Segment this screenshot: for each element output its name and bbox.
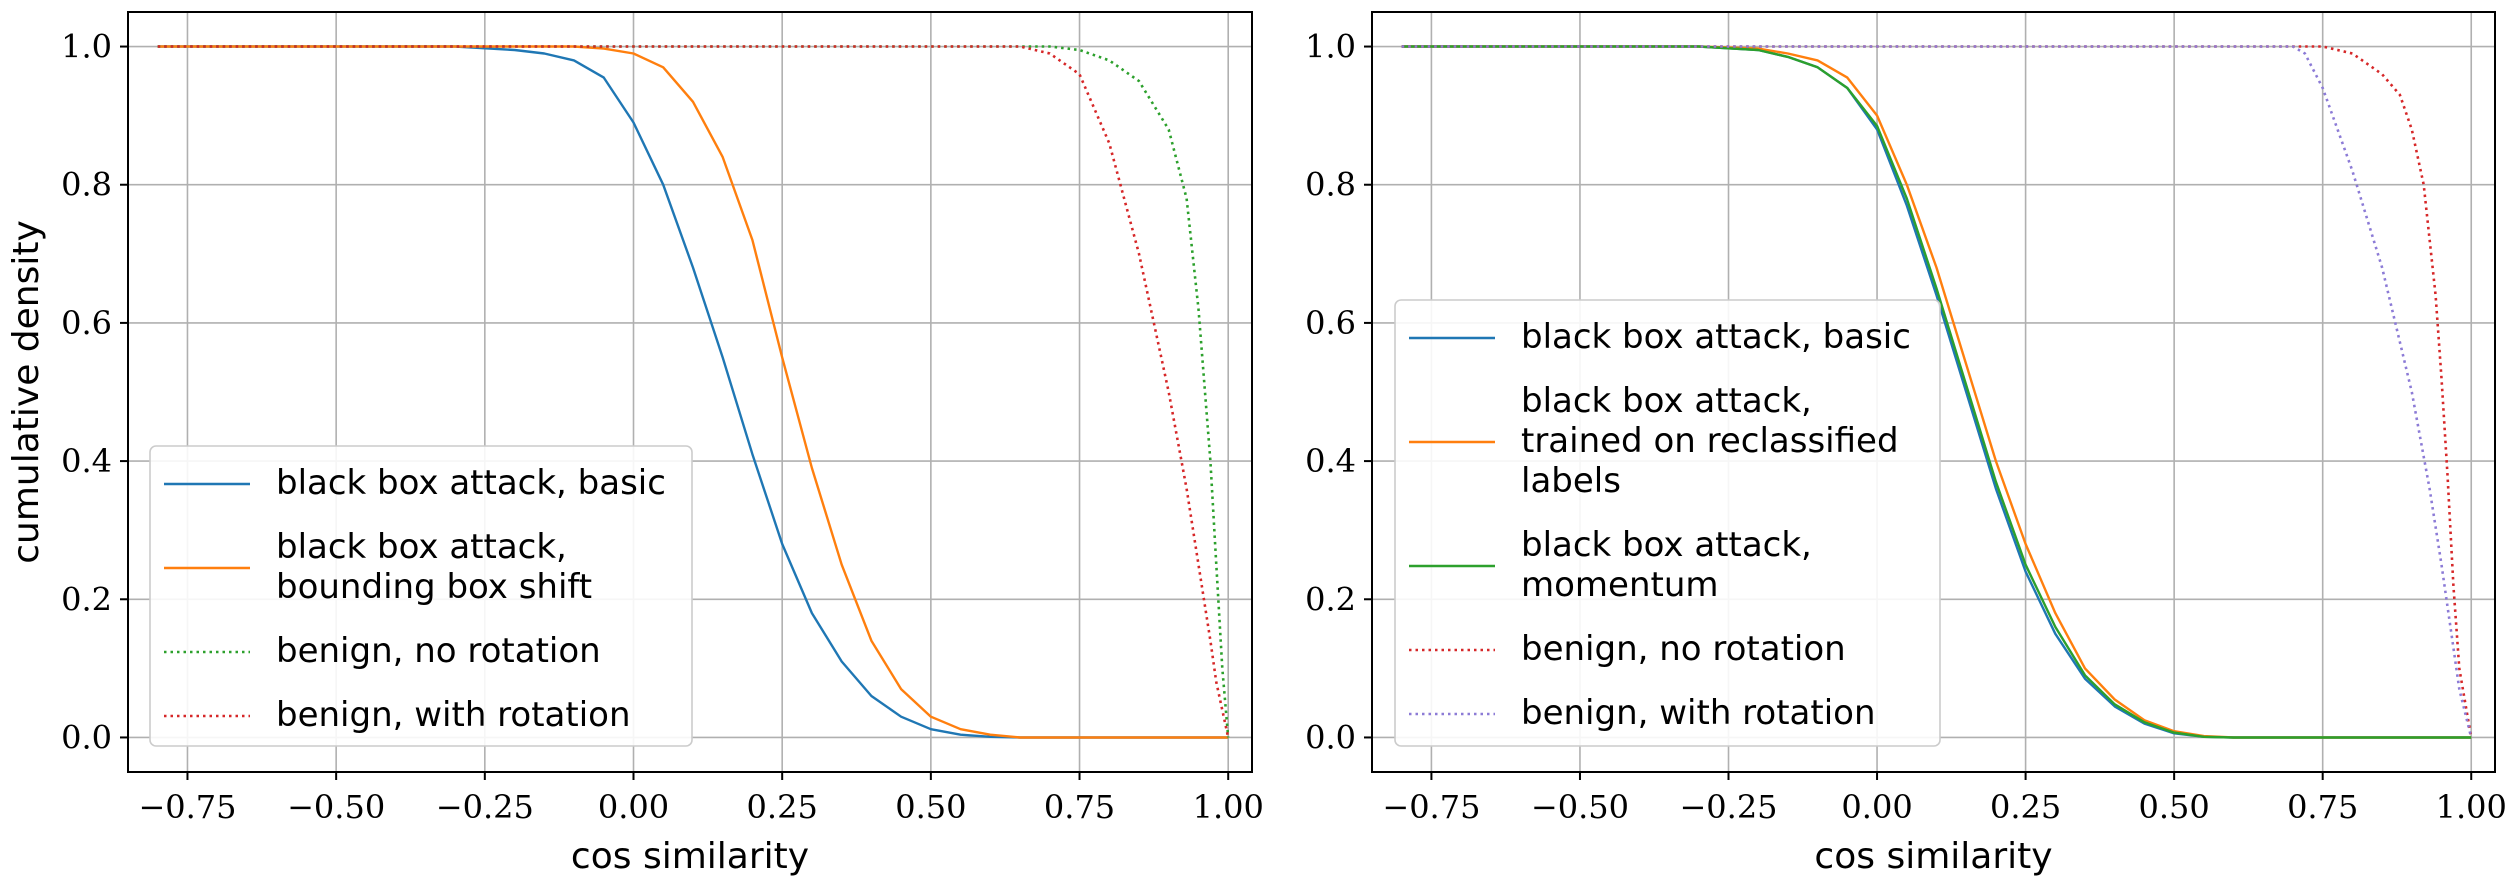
- left-chart-panel: −0.75 −0.50 −0.25 0.00 0.25 0.50 0.75 1.00 0.0 0.…: [6, 11, 1264, 877]
- x-tick-label: −0.25: [436, 788, 534, 826]
- x-tick-label: 0.00: [1841, 788, 1912, 826]
- series-line-1: [157, 45, 1229, 739]
- x-tick-label: 0.00: [598, 788, 669, 826]
- legend-label: black box attack, bounding box shift: [276, 527, 592, 607]
- series-line-1: [1401, 45, 2472, 739]
- legend-label: black box attack, trained on reclassified…: [1521, 381, 1899, 501]
- right-chart-panel: −0.75 −0.50 −0.25 0.00 0.25 0.50 0.75 1.00 0.0 0.…: [1305, 11, 2507, 877]
- legend-label: black box attack, momentum: [1521, 525, 1812, 605]
- legend-label: benign, with rotation: [276, 695, 631, 735]
- legend-label: benign, no rotation: [1521, 629, 1846, 669]
- plot-area: [157, 45, 1230, 739]
- legend-box: [149, 445, 693, 747]
- series-line-2: [157, 45, 1230, 738]
- y-tick-label: 0.0: [1305, 718, 1356, 756]
- y-tick-label: 0.2: [1305, 580, 1356, 618]
- legend-label: benign, no rotation: [276, 631, 601, 671]
- x-tick-label: 0.25: [747, 788, 818, 826]
- x-tick-label: 1.00: [1193, 788, 1264, 826]
- y-tick-label: 0.8: [61, 166, 112, 204]
- series-line-3: [1401, 45, 2473, 738]
- y-axis-title: cumulative density: [6, 220, 47, 564]
- x-tick-label: −0.50: [287, 788, 385, 826]
- x-tick-label: 0.50: [2139, 788, 2210, 826]
- y-tick-label: 1.0: [61, 28, 112, 66]
- x-tick-label: 1.00: [2436, 788, 2507, 826]
- y-tick-label: 0.4: [61, 442, 112, 480]
- legend-label: black box attack, basic: [276, 463, 666, 503]
- legend-label: black box attack, basic: [1521, 317, 1911, 357]
- y-tick-label: 0.0: [61, 718, 112, 756]
- plot-area: [1401, 45, 2473, 739]
- y-tick-label: 0.8: [1305, 166, 1356, 204]
- x-tick-label: 0.75: [1044, 788, 1115, 826]
- y-tick-label: 0.6: [61, 304, 112, 342]
- x-tick-label: −0.25: [1679, 788, 1777, 826]
- y-tick-label: 0.6: [1305, 304, 1356, 342]
- x-tick-label: 0.75: [2287, 788, 2358, 826]
- y-tick-label: 0.2: [61, 580, 112, 618]
- legend: black box attack, basic black box attack,…: [149, 445, 693, 747]
- legend-box: [1394, 299, 1941, 747]
- x-axis-title: cos similarity: [1814, 836, 2052, 877]
- y-tick-label: 1.0: [1305, 28, 1356, 66]
- y-tick-label: 0.4: [1305, 442, 1356, 480]
- x-tick-label: 0.50: [895, 788, 966, 826]
- legend: black box attack, basic black box attack,…: [1394, 299, 1941, 747]
- x-tick-label: 0.25: [1990, 788, 2061, 826]
- x-tick-label: −0.50: [1531, 788, 1629, 826]
- x-tick-label: −0.75: [138, 788, 236, 826]
- series-line-4: [1401, 45, 2473, 738]
- legend-label: benign, with rotation: [1521, 693, 1876, 733]
- series-line-2: [1401, 45, 2472, 739]
- axes-frame: [1371, 11, 2496, 773]
- x-tick-label: −0.75: [1382, 788, 1480, 826]
- x-axis-title: cos similarity: [571, 836, 809, 877]
- axes-frame: [127, 11, 1253, 773]
- series-line-0: [157, 45, 1229, 739]
